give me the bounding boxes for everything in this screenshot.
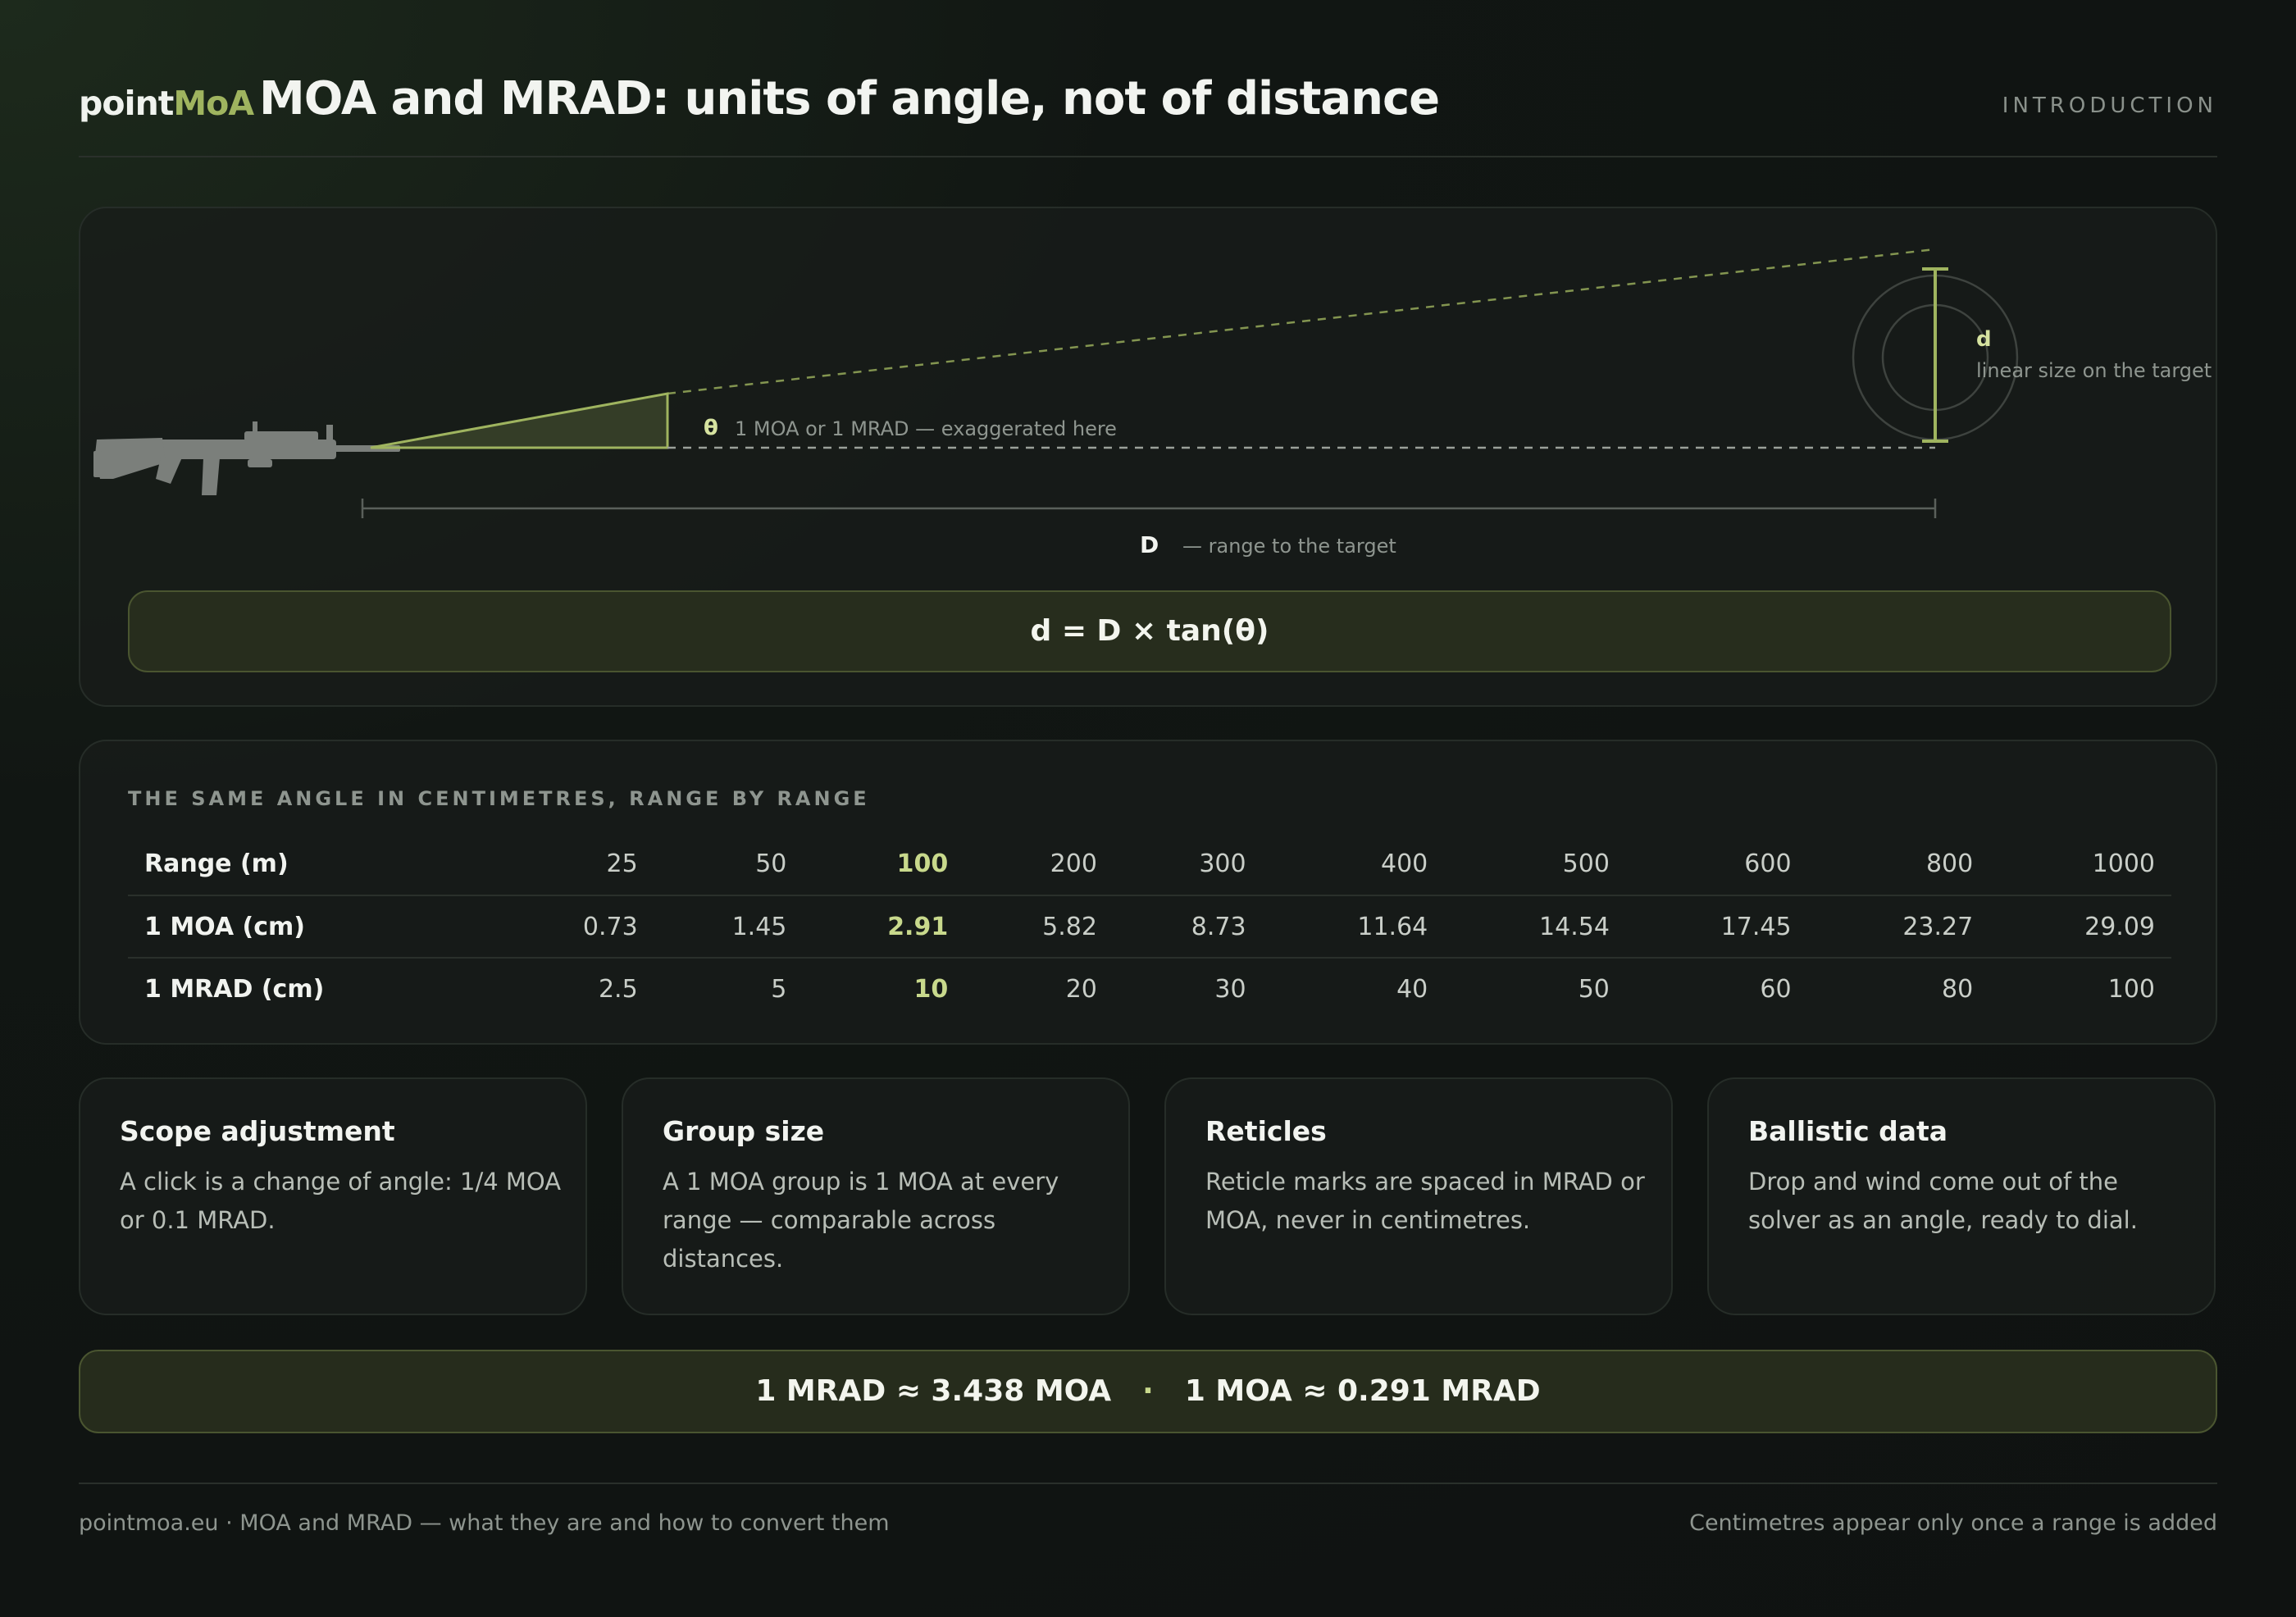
page-title: MOA and MRAD: units of angle, not of dis… <box>259 72 1440 125</box>
range-table: Range (m) 25 50 100 200 300 400 500 600 800 1000 1 … <box>128 833 2171 1020</box>
card-title: Ballistic data <box>1748 1115 1948 1147</box>
formula-box: d = D × tan(θ) <box>128 590 2171 672</box>
moa-to-mrad: 1 MOA ≈ 0.291 MRAD <box>1184 1374 1541 1408</box>
info-card-reticles: Reticles Reticle marks are spaced in MRA… <box>1164 1077 1673 1315</box>
d-symbol: d <box>1976 327 1992 352</box>
rifle-silhouette-icon <box>93 421 400 495</box>
table-caption: THE SAME ANGLE IN CENTIMETRES, RANGE BY … <box>128 787 870 810</box>
info-card-group-size: Group size A 1 MOA group is 1 MOA at eve… <box>622 1077 1130 1315</box>
table-cell: 30 <box>1214 975 1246 1004</box>
page-header: pointMoA MOA and MRAD: units of angle, n… <box>79 72 2217 157</box>
card-title: Scope adjustment <box>120 1115 395 1147</box>
card-text: A click is a change of angle: 1/4 MOA or… <box>120 1168 562 1234</box>
table-cell: 25 <box>505 833 654 896</box>
range-label: — range to the target <box>1182 535 1396 558</box>
row-label: 1 MOA (cm) <box>128 895 505 959</box>
table-cell: 50 <box>1578 975 1610 1004</box>
table-cell: 11.64 <box>1262 895 1445 959</box>
table-cell: 80 <box>1942 975 1974 1004</box>
angle-wedge <box>370 392 669 449</box>
table-row: 1 MOA (cm) 0.73 1.45 2.91 5.82 8.73 11.64 14.54… <box>128 895 2171 959</box>
footer-source[interactable]: pointmoa.eu · MOA and MRAD — what they a… <box>79 1510 890 1536</box>
table-cell: 400 <box>1262 833 1445 896</box>
info-card-ballistic-data: Ballistic data Drop and wind come out of… <box>1707 1077 2216 1315</box>
separator-dot: · <box>1142 1374 1154 1408</box>
table-cell: 0.73 <box>505 895 654 959</box>
table-cell: 800 <box>1807 833 1990 896</box>
table-cell: 1000 <box>1989 833 2171 896</box>
range-line <box>361 499 1937 518</box>
angle-diagram: θ 1 MOA or 1 MRAD — exaggerated here d l… <box>93 248 2212 558</box>
brand-logo[interactable]: pointMoA <box>79 84 254 123</box>
upper-sight-line <box>667 248 1936 395</box>
card-text: Drop and wind come out of the solver as … <box>1748 1168 2138 1234</box>
footer-note: Centimetres appear only once a range is … <box>1689 1510 2217 1536</box>
info-card-scope-adjustment: Scope adjustment A click is a change of … <box>79 1077 587 1315</box>
table-row: 1 MRAD (cm) 2.5 5 10 20 30 40 50 60 80 100 <box>128 958 2171 1020</box>
theta-label: 1 MOA or 1 MRAD — exaggerated here <box>735 417 1117 440</box>
section-label: INTRODUCTION <box>2002 93 2217 118</box>
table-cell: 5 <box>771 975 787 1004</box>
table-cell: 5.82 <box>964 895 1114 959</box>
page-footer: pointmoa.eu · MOA and MRAD — what they a… <box>79 1483 2217 1536</box>
table-cell: 300 <box>1113 833 1263 896</box>
table-cell: 8.73 <box>1113 895 1263 959</box>
table-cell: 20 <box>1065 975 1097 1004</box>
d-measure-bracket <box>1922 267 1948 443</box>
d-label: linear size on the target <box>1976 359 2212 382</box>
mrad-to-moa: 1 MRAD ≈ 3.438 MOA <box>755 1374 1112 1408</box>
table-cell: 100 <box>803 833 965 896</box>
card-title: Group size <box>663 1115 825 1147</box>
table-cell: 50 <box>654 833 804 896</box>
table-cell: 23.27 <box>1807 895 1990 959</box>
card-title: Reticles <box>1205 1115 1327 1147</box>
table-header-row: Range (m) 25 50 100 200 300 400 500 600 800 1000 <box>128 833 2171 896</box>
table-cell: 500 <box>1444 833 1626 896</box>
card-text: Reticle marks are spaced in MRAD or MOA,… <box>1205 1168 1645 1234</box>
table-cell: 2.5 <box>598 975 638 1004</box>
row-label: Range (m) <box>128 833 505 896</box>
theta-symbol: θ <box>704 416 718 440</box>
table-cell: 2.91 <box>803 895 965 959</box>
table-cell: 200 <box>964 833 1114 896</box>
conversion-banner: 1 MRAD ≈ 3.438 MOA · 1 MOA ≈ 0.291 MRAD <box>79 1350 2217 1433</box>
table-cell: 1.45 <box>654 895 804 959</box>
table-cell: 40 <box>1396 975 1428 1004</box>
table-cell: 10 <box>913 975 949 1004</box>
card-text: A 1 MOA group is 1 MOA at every range — … <box>663 1168 1059 1273</box>
table-cell: 100 <box>2107 975 2155 1004</box>
brand-word: point <box>79 84 174 123</box>
angle-diagram-card: θ 1 MOA or 1 MRAD — exaggerated here d l… <box>79 207 2217 707</box>
brand-accent-word: MoA <box>173 84 254 123</box>
table-cell: 17.45 <box>1625 895 1808 959</box>
range-symbol: D <box>1140 531 1159 558</box>
table-cell: 14.54 <box>1444 895 1626 959</box>
conversion-table-card: THE SAME ANGLE IN CENTIMETRES, RANGE BY … <box>79 740 2217 1045</box>
table-cell: 600 <box>1625 833 1808 896</box>
table-cell: 60 <box>1760 975 1792 1004</box>
row-label: 1 MRAD (cm) <box>144 975 325 1004</box>
table-cell: 29.09 <box>1989 895 2171 959</box>
